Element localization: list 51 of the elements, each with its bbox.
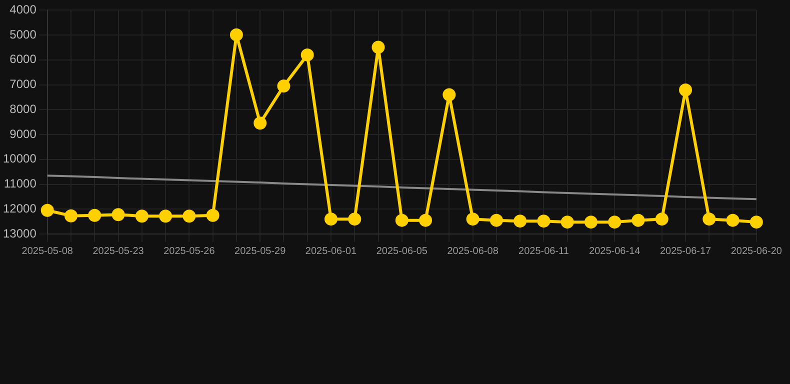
point	[726, 214, 740, 227]
point	[324, 212, 338, 226]
point	[560, 216, 574, 229]
point	[182, 210, 196, 223]
x-tick-label: 2025-05-08	[22, 246, 74, 257]
y-tick-label: 12000	[2, 201, 37, 216]
point	[88, 208, 102, 222]
point	[632, 214, 645, 227]
point	[135, 210, 148, 223]
point	[442, 88, 456, 102]
x-tick-label: 2025-06-14	[589, 246, 641, 257]
point	[206, 208, 220, 222]
x-tick-label: 2025-06-01	[305, 246, 358, 257]
y-tick-label: 4000	[10, 2, 37, 17]
point	[300, 48, 314, 62]
x-tick-label: 2025-06-11	[518, 246, 570, 257]
point	[702, 212, 716, 226]
point	[608, 216, 622, 229]
point	[112, 208, 125, 222]
point	[64, 209, 78, 222]
y-tick-label: 11000	[4, 176, 37, 191]
point	[466, 212, 480, 226]
point	[514, 214, 527, 228]
point	[230, 28, 243, 42]
point	[395, 214, 408, 227]
point	[679, 84, 692, 97]
y-tick-label: 5000	[10, 27, 37, 42]
x-tick-label: 2025-06-20	[730, 246, 782, 257]
x-tick-label: 2025-06-05	[376, 246, 428, 257]
point	[750, 216, 763, 229]
point	[254, 116, 267, 130]
point	[372, 40, 385, 54]
y-tick-label: 9000	[10, 126, 37, 141]
x-tick-label: 2025-05-29	[234, 246, 286, 257]
y-tick-label: 10000	[2, 152, 37, 166]
point	[490, 214, 503, 227]
point	[537, 214, 550, 228]
point	[348, 212, 362, 226]
y-tick-label: 6000	[10, 52, 37, 66]
x-tick-label: 2025-05-23	[92, 246, 144, 257]
point	[159, 210, 172, 223]
point	[277, 80, 290, 93]
y-tick-label: 13000	[2, 226, 37, 240]
point	[655, 212, 668, 226]
point	[584, 216, 598, 229]
x-tick-label: 2025-06-17	[660, 246, 712, 257]
y-tick-label: 7000	[10, 77, 37, 92]
point	[419, 214, 432, 227]
x-tick-label: 2025-06-08	[447, 246, 499, 257]
y-tick-label: 8000	[10, 102, 37, 116]
x-tick-label: 2025-05-26	[164, 246, 216, 257]
